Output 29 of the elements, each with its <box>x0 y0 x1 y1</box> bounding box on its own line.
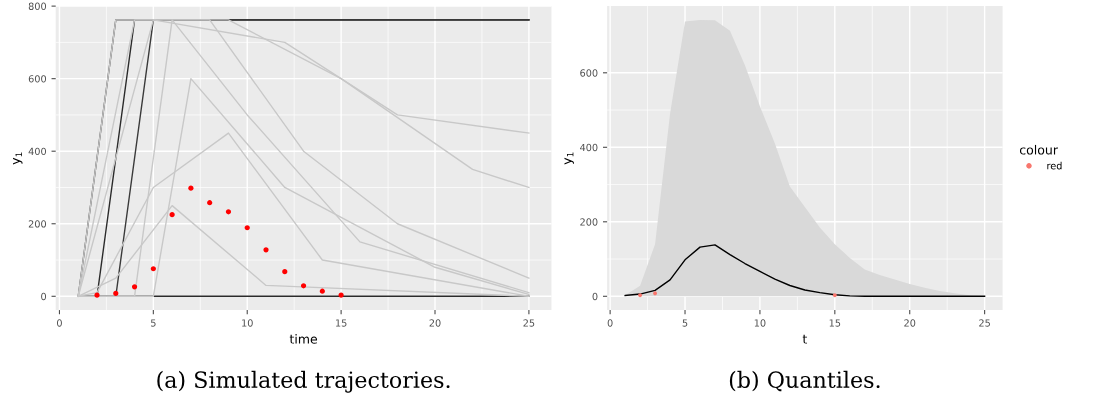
x-tick-label: 25 <box>979 319 990 327</box>
y-tick-label: 0 <box>41 292 47 301</box>
text: (b) Quantiles. <box>729 370 880 392</box>
y-tick-label: 400 <box>28 147 47 156</box>
x-tick-label: 0 <box>57 319 62 327</box>
y-tick-label: 0 <box>592 292 598 301</box>
x-axis-title: time <box>289 334 318 344</box>
y-tick-label: 200 <box>580 218 598 226</box>
x-tick-label: 15 <box>336 319 347 327</box>
legend-title: colour <box>1019 144 1058 155</box>
x-tick-label: 15 <box>829 319 841 327</box>
x-tick-label: 10 <box>242 319 253 327</box>
legend-label: red <box>1047 161 1062 170</box>
y-tick-label: 400 <box>580 143 598 152</box>
x-tick-label: 20 <box>429 319 441 327</box>
x-tick-label: 20 <box>904 319 916 327</box>
text: (a) Simulated trajectories. <box>157 370 450 393</box>
x-tick-label: 5 <box>682 319 688 327</box>
x-tick-label: 5 <box>151 319 156 327</box>
y-tick-label: 600 <box>28 75 47 83</box>
y-tick-label: 800 <box>28 2 47 10</box>
y-axis-title: y$_{1}$ <box>13 152 23 165</box>
x-axis-title: t <box>802 334 808 344</box>
y-axis-title: y$_{1}$ <box>564 152 574 165</box>
y-tick-label: 200 <box>28 220 47 228</box>
x-tick-label: 25 <box>523 319 535 327</box>
x-tick-label: 0 <box>607 319 613 327</box>
x-tick-label: 10 <box>754 319 766 327</box>
y-tick-label: 600 <box>580 69 598 77</box>
